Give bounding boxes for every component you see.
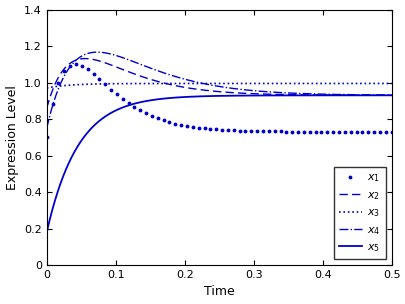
$x_4$ bbox=[388, 93, 393, 97]
$x_1$ bbox=[73, 63, 78, 66]
$x_5$ bbox=[382, 94, 386, 97]
$x_1$ bbox=[388, 130, 393, 134]
$x_2$ bbox=[345, 93, 350, 97]
$x_5$ bbox=[344, 94, 349, 97]
$x_2$ bbox=[382, 93, 386, 97]
Y-axis label: Expression Level: Expression Level bbox=[6, 85, 19, 190]
$x_2$ bbox=[44, 106, 49, 110]
$x_2$ bbox=[83, 57, 88, 60]
$x_1$ bbox=[137, 109, 142, 112]
$x_3$ bbox=[83, 82, 88, 86]
$x_4$ bbox=[83, 52, 88, 56]
$x_1$ bbox=[266, 130, 271, 133]
$x_4$ bbox=[176, 76, 181, 79]
$x_5$ bbox=[388, 94, 393, 97]
Line: $x_5$: $x_5$ bbox=[47, 95, 391, 232]
$x_4$ bbox=[94, 50, 99, 54]
$x_2$ bbox=[104, 61, 109, 65]
$x_3$ bbox=[44, 86, 49, 90]
$x_2$ bbox=[191, 87, 196, 91]
$x_2$ bbox=[388, 93, 393, 97]
$x_4$ bbox=[104, 51, 109, 55]
$x_3$ bbox=[388, 82, 393, 85]
$x_5$ bbox=[191, 95, 196, 98]
$x_1$ bbox=[166, 120, 171, 124]
$x_3$ bbox=[176, 82, 181, 85]
$x_4$ bbox=[345, 93, 350, 96]
Line: $x_2$: $x_2$ bbox=[47, 59, 391, 108]
$x_2$ bbox=[176, 85, 181, 88]
$x_3$ bbox=[382, 82, 386, 85]
$x_5$ bbox=[176, 95, 181, 99]
$x_1$ bbox=[44, 136, 49, 139]
$x_1$ bbox=[161, 119, 166, 122]
$x_5$ bbox=[104, 114, 109, 117]
$x_5$ bbox=[83, 133, 88, 136]
Line: $x_1$: $x_1$ bbox=[44, 62, 393, 140]
$x_3$ bbox=[344, 82, 349, 85]
$x_1$ bbox=[149, 114, 154, 118]
$x_3$ bbox=[104, 82, 109, 86]
X-axis label: Time: Time bbox=[203, 285, 234, 299]
$x_4$ bbox=[191, 80, 196, 83]
$x_4$ bbox=[44, 126, 49, 130]
Line: $x_4$: $x_4$ bbox=[47, 52, 391, 128]
$x_3$ bbox=[191, 82, 196, 85]
$x_2$ bbox=[83, 57, 87, 60]
Legend: $x_1$, $x_2$, $x_3$, $x_4$, $x_5$: $x_1$, $x_2$, $x_3$, $x_4$, $x_5$ bbox=[333, 167, 385, 260]
Line: $x_3$: $x_3$ bbox=[47, 84, 391, 88]
$x_4$ bbox=[382, 93, 386, 97]
$x_1$ bbox=[108, 88, 113, 91]
$x_5$ bbox=[44, 230, 49, 234]
